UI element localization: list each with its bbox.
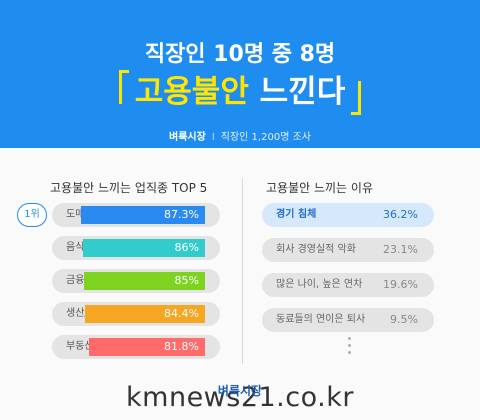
open-bracket-icon [118, 70, 129, 104]
headline: 직장인 10명 중 8명 [144, 42, 336, 67]
industry-bar: 84.4% [85, 305, 205, 323]
main-title: 고용불안 느낀다 [118, 66, 362, 115]
reason-row: 회사 경영실적 악화 23.1% [262, 238, 434, 262]
industry-value: 87.3% [164, 208, 199, 221]
more-dots-icon [348, 337, 351, 358]
reason-row: 동료들의 연이은 퇴사 9.5% [262, 308, 434, 332]
industry-value: 85% [174, 274, 199, 287]
reason-label: 동료들의 연이은 퇴사 [276, 314, 366, 325]
reason-label: 경기 침체 [276, 209, 317, 220]
reason-value: 23.1% [383, 243, 418, 256]
reason-label: 많은 나이, 높은 연차 [276, 279, 363, 290]
industry-value: 84.4% [164, 307, 199, 320]
main-title-highlight: 고용불안 [134, 74, 249, 110]
column-divider [242, 178, 243, 364]
reason-section-title: 고용불안 느끼는 이유 [266, 181, 373, 195]
industry-row: 음식점업86% [52, 236, 220, 260]
footer-logo: 벼룩시장 [217, 384, 263, 398]
reason-row: 경기 침체 36.2% [262, 203, 434, 227]
main-title-wrap: 고용불안 느낀다 [0, 66, 480, 115]
source-note: 직장인 1,200명 조사 [220, 132, 311, 143]
close-bracket-icon [351, 81, 362, 115]
source-separator: I [211, 132, 215, 143]
industry-bar: 81.8% [88, 338, 205, 356]
industry-section-title: 고용불안 느끼는 업직종 TOP 5 [50, 181, 208, 195]
reason-value: 19.6% [383, 278, 418, 291]
industry-value: 86% [174, 241, 199, 254]
source-line: 벼룩시장 I 직장인 1,200명 조사 [0, 128, 480, 143]
main-title-rest: 느낀다 [248, 74, 346, 110]
industry-row: 도매/소매업87.3% [52, 203, 220, 227]
industry-bar: 86% [82, 239, 205, 257]
industry-bar: 85% [84, 272, 205, 290]
source-brand: 벼룩시장 [169, 132, 206, 143]
reason-row: 많은 나이, 높은 연차 19.6% [262, 273, 434, 297]
reason-value: 36.2% [383, 208, 418, 221]
reason-label: 회사 경영실적 악화 [276, 244, 356, 255]
reason-value: 9.5% [390, 313, 418, 326]
rank-badge: 1위 [17, 203, 47, 227]
industry-row: 금융/보험업85% [52, 269, 220, 293]
industry-value: 81.8% [164, 340, 199, 353]
industry-bar: 87.3% [81, 206, 205, 224]
industry-row: 생산/제조업84.4% [52, 302, 220, 326]
industry-row: 부동산/임대업81.8% [52, 335, 220, 359]
header-banner: 직장인 10명 중 8명 고용불안 느낀다 벼룩시장 I 직장인 1,200명 조사 [0, 0, 480, 148]
watermark: kmnews21.co.kr [126, 382, 354, 413]
